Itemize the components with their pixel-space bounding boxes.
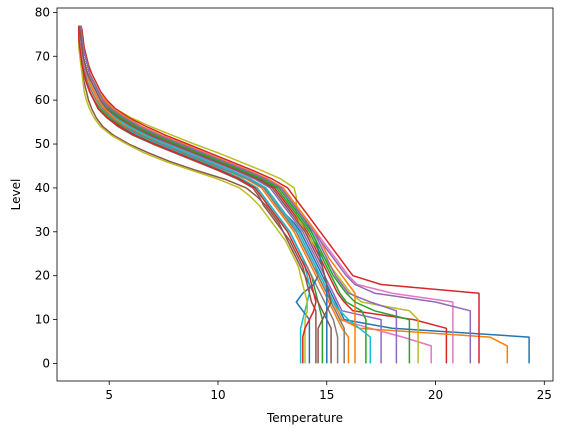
- x-axis: 5 10 15 20 25: [105, 381, 552, 402]
- x-tick-label: 10: [210, 388, 225, 402]
- y-tick-label: 40: [35, 181, 50, 195]
- x-tick-label: 15: [319, 388, 334, 402]
- series-line-26: [78, 25, 332, 364]
- y-tick-label: 80: [35, 5, 50, 19]
- series-line-25: [80, 25, 472, 364]
- x-tick-label: 5: [105, 388, 113, 402]
- y-tick-label: 50: [35, 137, 50, 151]
- x-axis-label: Temperature: [266, 411, 343, 425]
- y-tick-label: 10: [35, 313, 50, 327]
- series-line-19: [78, 25, 308, 364]
- series-line-4: [80, 25, 448, 364]
- series-line-6: [78, 25, 332, 364]
- plot-frame: [56, 7, 554, 382]
- x-tick-label: 25: [537, 388, 552, 402]
- y-tick-label: 30: [35, 225, 50, 239]
- series-line-14: [80, 25, 480, 364]
- series-layer: [78, 25, 530, 364]
- y-axis: 0 10 20 30 40 50 60 70 80: [35, 5, 57, 370]
- series-line-8: [78, 25, 339, 364]
- x-tick-label: 20: [428, 388, 443, 402]
- series-line-22: [80, 25, 356, 364]
- y-tick-label: 70: [35, 49, 50, 63]
- y-tick-label: 60: [35, 93, 50, 107]
- series-line-24: [78, 25, 317, 364]
- y-tick-label: 20: [35, 269, 50, 283]
- series-line-2: [78, 25, 350, 364]
- y-axis-label: Level: [9, 179, 23, 211]
- series-line-23: [80, 25, 411, 364]
- series-line-18: [78, 25, 345, 364]
- series-line-21: [80, 25, 328, 364]
- y-tick-label: 0: [42, 356, 50, 370]
